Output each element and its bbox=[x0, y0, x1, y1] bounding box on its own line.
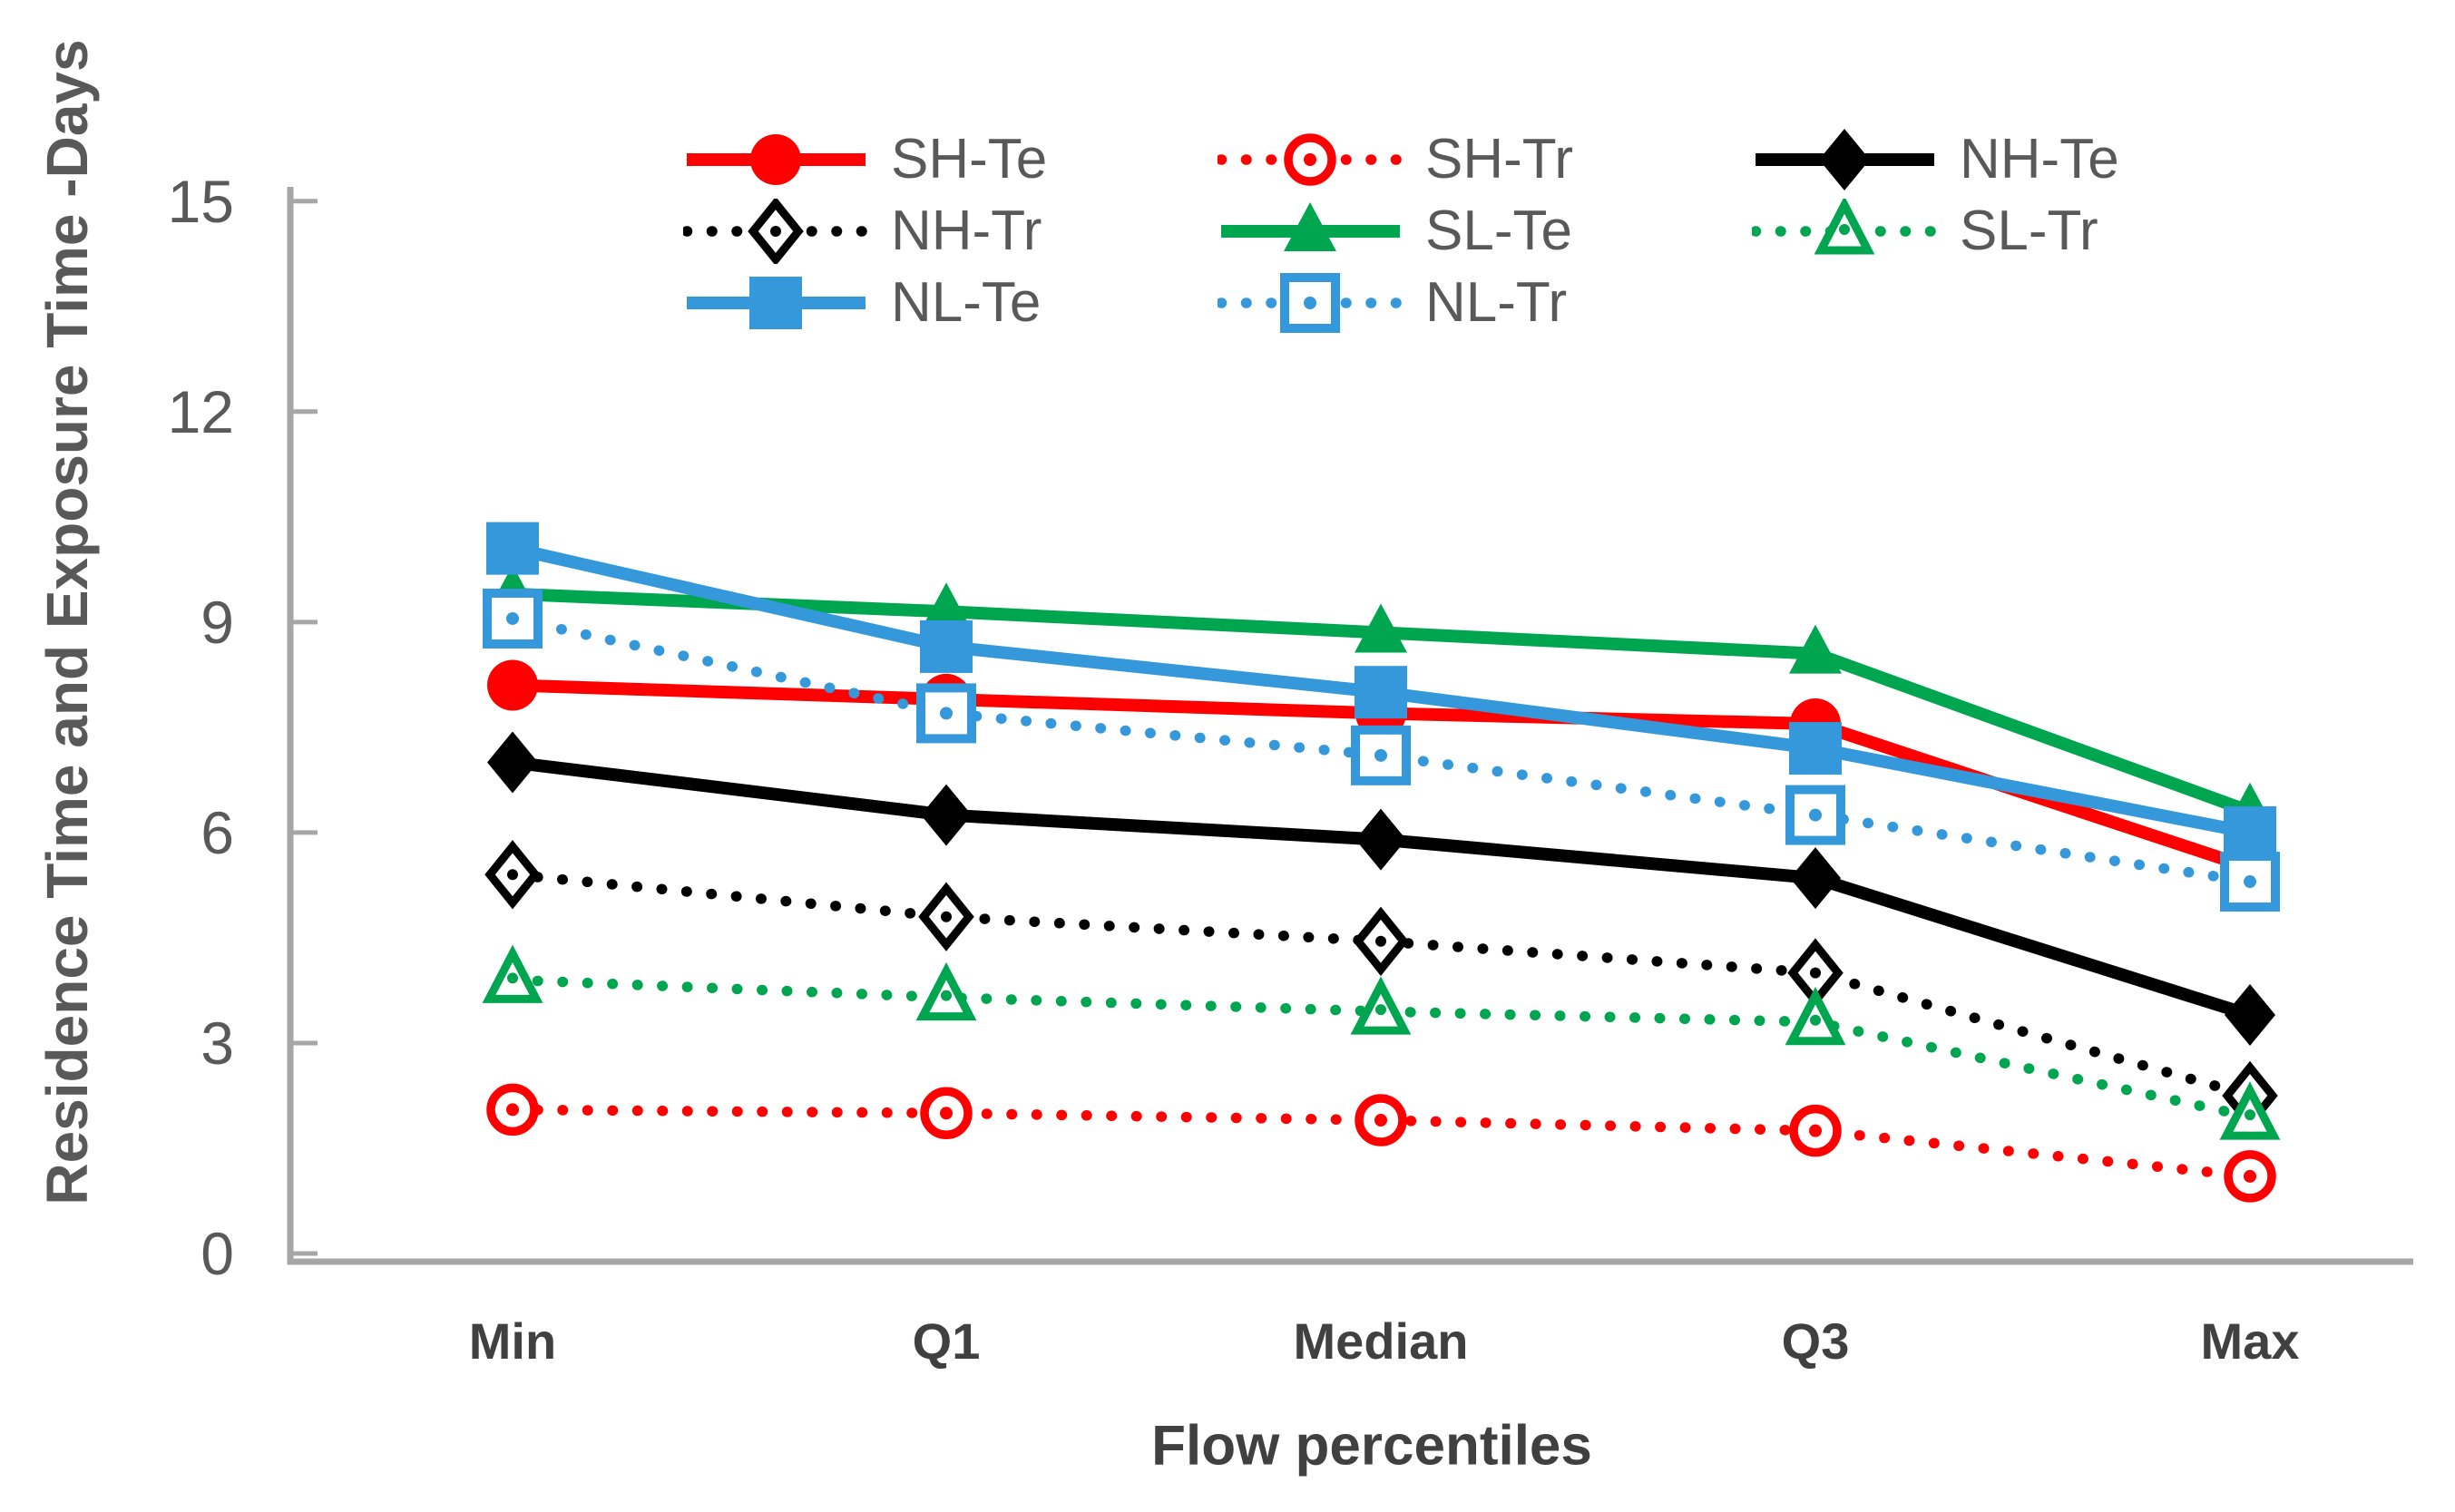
legend-item-NH-Te: NH-Te bbox=[1752, 127, 2119, 192]
marker-NL-Tr bbox=[1280, 273, 1340, 333]
marker-NH-Tr bbox=[1353, 906, 1409, 976]
series-NH-Te bbox=[487, 731, 2275, 1047]
y-tick-label: 9 bbox=[201, 589, 234, 656]
marker-SL-Te bbox=[920, 582, 973, 632]
series-NL-Te bbox=[486, 522, 2276, 859]
legend-swatch-NH-Te bbox=[1756, 129, 1934, 190]
marker-SL-Te bbox=[1789, 624, 1842, 674]
marker-NL-Tr bbox=[916, 683, 976, 744]
marker-NL-Tr bbox=[1351, 725, 1411, 785]
marker-SL-Te bbox=[1284, 202, 1336, 251]
legend-item-SL-Te: SL-Te bbox=[1218, 199, 1572, 264]
legend-swatch-NL-Te bbox=[687, 277, 866, 329]
marker-SL-Tr bbox=[2219, 1081, 2281, 1140]
marker-NL-Te bbox=[2224, 805, 2276, 859]
legend-label-SL-Te: SL-Te bbox=[1425, 200, 1572, 262]
marker-NL-Te bbox=[486, 522, 539, 575]
y-tick-label: 0 bbox=[201, 1220, 234, 1287]
legend-label-SL-Tr: SL-Tr bbox=[1960, 200, 2098, 262]
legend-item-NL-Tr: NL-Tr bbox=[1218, 270, 1567, 336]
marker-SH-Tr bbox=[2224, 1150, 2276, 1203]
marker-NL-Tr bbox=[2220, 852, 2280, 912]
legend-label-NH-Tr: NH-Tr bbox=[891, 200, 1042, 262]
marker-SH-Tr bbox=[1355, 1094, 1407, 1146]
marker-NH-Tr bbox=[918, 882, 974, 951]
marker-SH-Tr bbox=[1789, 1104, 1842, 1157]
marker-SL-Te bbox=[1355, 603, 1407, 653]
marker-NH-Te bbox=[1355, 808, 1406, 871]
y-tick-label: 15 bbox=[168, 168, 234, 235]
marker-NL-Te bbox=[1355, 666, 1407, 719]
marker-NL-Tr bbox=[1785, 785, 1845, 845]
marker-NL-Te bbox=[1789, 722, 1842, 776]
x-axis-title: Flow percentiles bbox=[1151, 1414, 1592, 1478]
marker-SH-Tr bbox=[1284, 133, 1336, 186]
legend-swatch-SL-Te bbox=[1221, 202, 1400, 251]
marker-SH-Te bbox=[487, 659, 538, 711]
marker-SH-Te bbox=[750, 134, 801, 185]
legend-item-NH-Tr: NH-Tr bbox=[683, 199, 1042, 264]
legend-swatch-NH-Tr bbox=[683, 199, 869, 264]
series-NL-Tr bbox=[483, 588, 2280, 912]
marker-NH-Tr bbox=[748, 199, 804, 264]
legend-swatch-SH-Tr bbox=[1218, 133, 1404, 186]
series-SL-Tr bbox=[482, 944, 2281, 1140]
x-category-label: Q3 bbox=[1782, 1312, 1850, 1370]
legend-label-NH-Te: NH-Te bbox=[1960, 128, 2119, 190]
legend-item-SL-Tr: SL-Tr bbox=[1752, 199, 2098, 264]
legend-label-NL-Te: NL-Te bbox=[891, 271, 1042, 334]
legend-label-SH-Tr: SH-Tr bbox=[1425, 128, 1573, 190]
marker-SL-Tr bbox=[1785, 986, 1846, 1046]
marker-SH-Tr bbox=[486, 1083, 539, 1136]
marker-SH-Tr bbox=[920, 1087, 973, 1140]
legend-swatch-SL-Tr bbox=[1752, 199, 1938, 255]
x-category-label: Median bbox=[1294, 1312, 1469, 1370]
marker-SL-Tr bbox=[1350, 976, 1412, 1035]
legend-label-NL-Tr: NL-Tr bbox=[1425, 271, 1568, 334]
marker-NL-Te bbox=[749, 277, 802, 329]
x-category-label: Min bbox=[469, 1312, 556, 1370]
y-tick-label: 6 bbox=[201, 799, 234, 866]
legend-item-NL-Te: NL-Te bbox=[683, 270, 1041, 336]
legend-item-SH-Te: SH-Te bbox=[683, 127, 1047, 192]
marker-NH-Te bbox=[921, 784, 972, 846]
marker-SL-Tr bbox=[482, 944, 543, 1003]
y-tick-label: 12 bbox=[168, 378, 234, 445]
legend-swatch-SH-Te bbox=[687, 134, 866, 185]
y-tick-label: 3 bbox=[201, 1010, 234, 1077]
marker-NH-Tr bbox=[484, 840, 541, 910]
marker-NL-Te bbox=[920, 619, 973, 673]
legend-label-SH-Te: SH-Te bbox=[891, 128, 1048, 190]
marker-NH-Te bbox=[1819, 129, 1870, 190]
x-category-label: Q1 bbox=[913, 1312, 981, 1370]
marker-SL-Tr bbox=[1814, 199, 1875, 255]
marker-NH-Te bbox=[2225, 984, 2275, 1047]
series-line-NL-Tr bbox=[507, 613, 2255, 887]
marker-NL-Tr bbox=[483, 588, 543, 649]
marker-NH-Te bbox=[487, 731, 538, 794]
series-SH-Tr bbox=[486, 1083, 2276, 1203]
series-line-NH-Te bbox=[512, 756, 2253, 1021]
marker-SL-Tr bbox=[915, 961, 977, 1021]
legend-swatch-NL-Tr bbox=[1218, 273, 1404, 333]
x-category-label: Max bbox=[2201, 1312, 2300, 1370]
marker-NH-Te bbox=[1790, 847, 1841, 910]
legend-item-SH-Tr: SH-Tr bbox=[1218, 127, 1573, 192]
